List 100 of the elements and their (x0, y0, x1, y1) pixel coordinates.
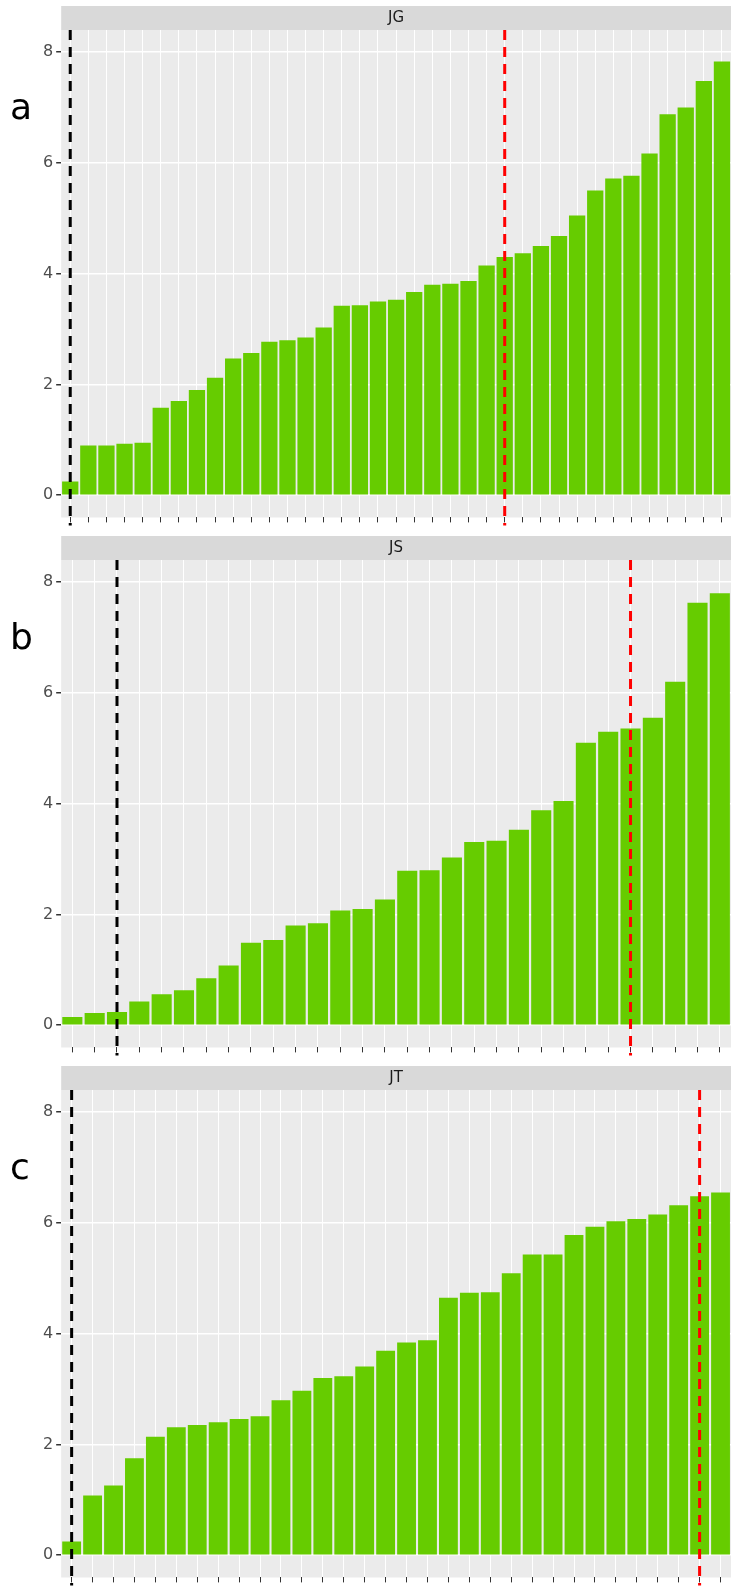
text: b (10, 616, 33, 658)
bar (418, 1340, 437, 1555)
bar (543, 1254, 563, 1555)
bar (376, 1350, 396, 1555)
chart-title: JS (388, 537, 404, 556)
bar (62, 1541, 82, 1555)
bar (605, 178, 622, 495)
bar (145, 1436, 165, 1555)
bar (330, 910, 351, 1025)
bar (206, 377, 224, 495)
y-tick-label: 8 (42, 571, 54, 591)
bar (459, 1292, 479, 1555)
y-tick-label: 4 (42, 262, 54, 282)
bar (419, 870, 440, 1025)
bar (355, 1366, 375, 1555)
bar (285, 925, 306, 1025)
y-tick-label: 2 (42, 1433, 54, 1453)
bar (406, 291, 423, 495)
y-tick-label: 0 (42, 1544, 54, 1564)
bar (665, 681, 686, 1025)
bar (208, 1422, 228, 1555)
text: c (10, 1146, 30, 1188)
bar (486, 840, 507, 1025)
bar (627, 1219, 647, 1555)
bar (397, 1342, 416, 1555)
bar (550, 236, 568, 495)
bar (606, 1221, 626, 1555)
bar (564, 1235, 584, 1555)
bar (568, 215, 586, 495)
bar (62, 1016, 83, 1025)
bar (225, 358, 242, 495)
bar (250, 1416, 270, 1555)
bar (374, 899, 395, 1025)
y-tick-label: 6 (42, 152, 54, 172)
bar (439, 1297, 458, 1555)
bar (351, 305, 369, 495)
bar (129, 1001, 150, 1025)
bar (166, 1427, 186, 1555)
bar (104, 1485, 123, 1555)
y-tick-label: 8 (42, 41, 54, 61)
bar (152, 407, 169, 495)
bar (315, 327, 332, 495)
bar (243, 352, 260, 495)
text: a (10, 86, 33, 128)
bar (587, 190, 604, 495)
bar (690, 1196, 710, 1555)
y-tick-label: 6 (42, 1212, 54, 1232)
bar (80, 445, 97, 495)
bar (83, 1495, 102, 1555)
bar (642, 717, 663, 1025)
bar (677, 107, 694, 495)
bar (464, 841, 485, 1025)
bar (313, 1378, 333, 1555)
bar (369, 301, 387, 495)
y-tick-label: 8 (42, 1101, 54, 1121)
bar (522, 1254, 542, 1555)
bar (709, 593, 730, 1025)
bar (271, 1400, 291, 1555)
bar (196, 978, 217, 1025)
bar (151, 994, 172, 1025)
bar (352, 908, 373, 1025)
bar (334, 1376, 354, 1555)
bar (620, 728, 641, 1025)
y-tick-label: 0 (42, 1014, 54, 1034)
bar (514, 253, 531, 495)
bar (598, 731, 619, 1025)
bar (84, 1013, 105, 1025)
bar (711, 1192, 730, 1555)
y-tick-label: 4 (42, 792, 54, 812)
bar (532, 246, 550, 495)
y-tick-label: 2 (42, 373, 54, 393)
bar (307, 923, 328, 1025)
bar (713, 61, 731, 495)
bar (531, 810, 552, 1025)
bar (170, 401, 187, 495)
y-tick-label: 4 (42, 1322, 54, 1342)
bar (188, 390, 206, 495)
bar (333, 305, 350, 495)
bar (441, 857, 462, 1025)
bar (173, 990, 195, 1025)
bar (648, 1214, 668, 1555)
bar (397, 870, 418, 1025)
bar (669, 1205, 689, 1555)
bar (229, 1419, 249, 1555)
chart-title: JG (387, 7, 405, 26)
bar (292, 1390, 312, 1555)
bar (508, 829, 529, 1025)
bar (501, 1273, 521, 1555)
bar (687, 602, 708, 1025)
bar (575, 742, 596, 1025)
bar (218, 965, 239, 1025)
bar (424, 284, 441, 495)
chart-title: JT (388, 1067, 404, 1086)
bar (695, 80, 712, 495)
y-tick-label: 0 (42, 484, 54, 504)
bar (480, 1292, 500, 1555)
bar (585, 1226, 605, 1555)
bar (125, 1458, 144, 1555)
y-tick-label: 2 (42, 903, 54, 923)
bar (240, 942, 262, 1025)
